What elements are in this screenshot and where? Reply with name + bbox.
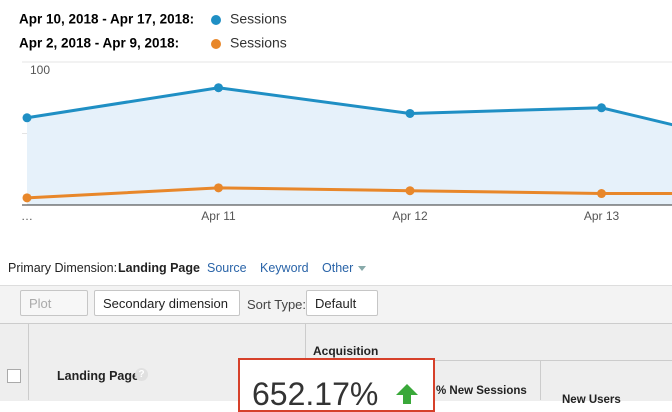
legend-dot bbox=[211, 39, 221, 49]
column-header[interactable]: % New Sessions bbox=[436, 385, 527, 397]
dimension-option[interactable]: Other bbox=[322, 261, 367, 275]
column-header[interactable]: Landing Page bbox=[57, 369, 139, 383]
dimension-option-text[interactable]: Other bbox=[322, 261, 354, 275]
dimension-option[interactable]: Source bbox=[207, 261, 247, 275]
divider bbox=[28, 324, 29, 400]
divider bbox=[305, 360, 672, 361]
checkbox[interactable] bbox=[7, 369, 21, 383]
column-header[interactable]: New Users bbox=[562, 394, 621, 406]
group-header: Acquisition bbox=[313, 344, 379, 358]
point bbox=[597, 103, 606, 113]
legend-range: Apr 2, 2018 - Apr 9, 2018: bbox=[19, 36, 179, 51]
caret bbox=[358, 266, 367, 272]
divider bbox=[540, 361, 541, 400]
sort-type-label: Sort Type: bbox=[247, 297, 307, 312]
sort-type-button[interactable]: Default bbox=[306, 290, 378, 334]
legend-range: Apr 10, 2018 - Apr 17, 2018: bbox=[19, 12, 194, 27]
x-tick-label: Apr 11 bbox=[201, 209, 236, 223]
page: Apr 10, 2018 - Apr 17, 2018: Sessions Apr … bbox=[0, 10, 672, 412]
help-icon[interactable]: ? bbox=[135, 368, 148, 381]
y-tick-label: 100 bbox=[30, 63, 50, 77]
legend-label: Sessions bbox=[230, 35, 287, 51]
area bbox=[27, 87, 672, 205]
plot-rows-button[interactable]: Plot Rows bbox=[20, 290, 88, 337]
primary-dimension-label: Primary Dimension: bbox=[8, 261, 118, 275]
point bbox=[214, 183, 223, 193]
point bbox=[22, 113, 32, 123]
legend-label: Sessions bbox=[230, 11, 287, 27]
legend-dot bbox=[211, 15, 221, 25]
x-tick-label: Apr 13 bbox=[584, 209, 620, 223]
dimension-option[interactable]: Landing Page bbox=[118, 261, 200, 275]
x-tick-label: … bbox=[21, 209, 33, 223]
dimension-option[interactable]: Keyword bbox=[260, 261, 309, 275]
chart: Apr 10, 2018 - Apr 17, 2018: Sessions Apr … bbox=[19, 11, 672, 223]
button-text[interactable]: Secondary dimension bbox=[103, 296, 229, 311]
point bbox=[405, 186, 415, 196]
highlight-box: 652.17% bbox=[238, 358, 435, 412]
point bbox=[597, 189, 606, 199]
point bbox=[405, 108, 415, 118]
x-tick-label: Apr 12 bbox=[392, 209, 428, 223]
point bbox=[214, 83, 223, 93]
secondary-dimension-button[interactable]: Secondary dimension bbox=[94, 290, 240, 334]
point bbox=[22, 193, 32, 203]
highlight-value: 652.17% bbox=[252, 376, 379, 412]
button-text[interactable]: Default bbox=[315, 296, 357, 311]
up-arrow bbox=[396, 384, 418, 404]
